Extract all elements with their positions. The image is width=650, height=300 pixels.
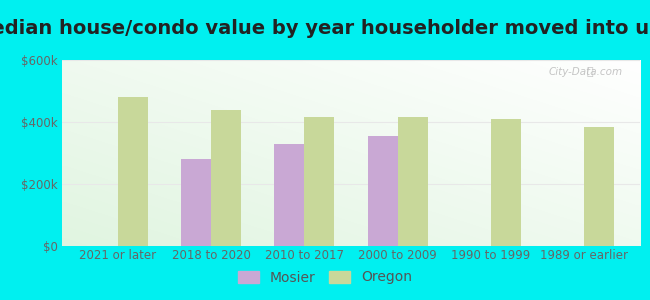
Bar [584,127,614,246]
Bar [304,117,334,246]
Bar [398,117,428,246]
Bar [181,159,211,246]
Text: City-Data.com: City-Data.com [549,68,623,77]
Bar [211,110,241,246]
Bar [491,119,521,246]
Bar [368,136,398,246]
Text: Median house/condo value by year householder moved into unit: Median house/condo value by year househo… [0,20,650,38]
Text: ⓘ: ⓘ [586,68,593,77]
Bar [274,144,304,246]
Bar [118,97,148,246]
Legend: Mosier, Oregon: Mosier, Oregon [232,265,418,290]
